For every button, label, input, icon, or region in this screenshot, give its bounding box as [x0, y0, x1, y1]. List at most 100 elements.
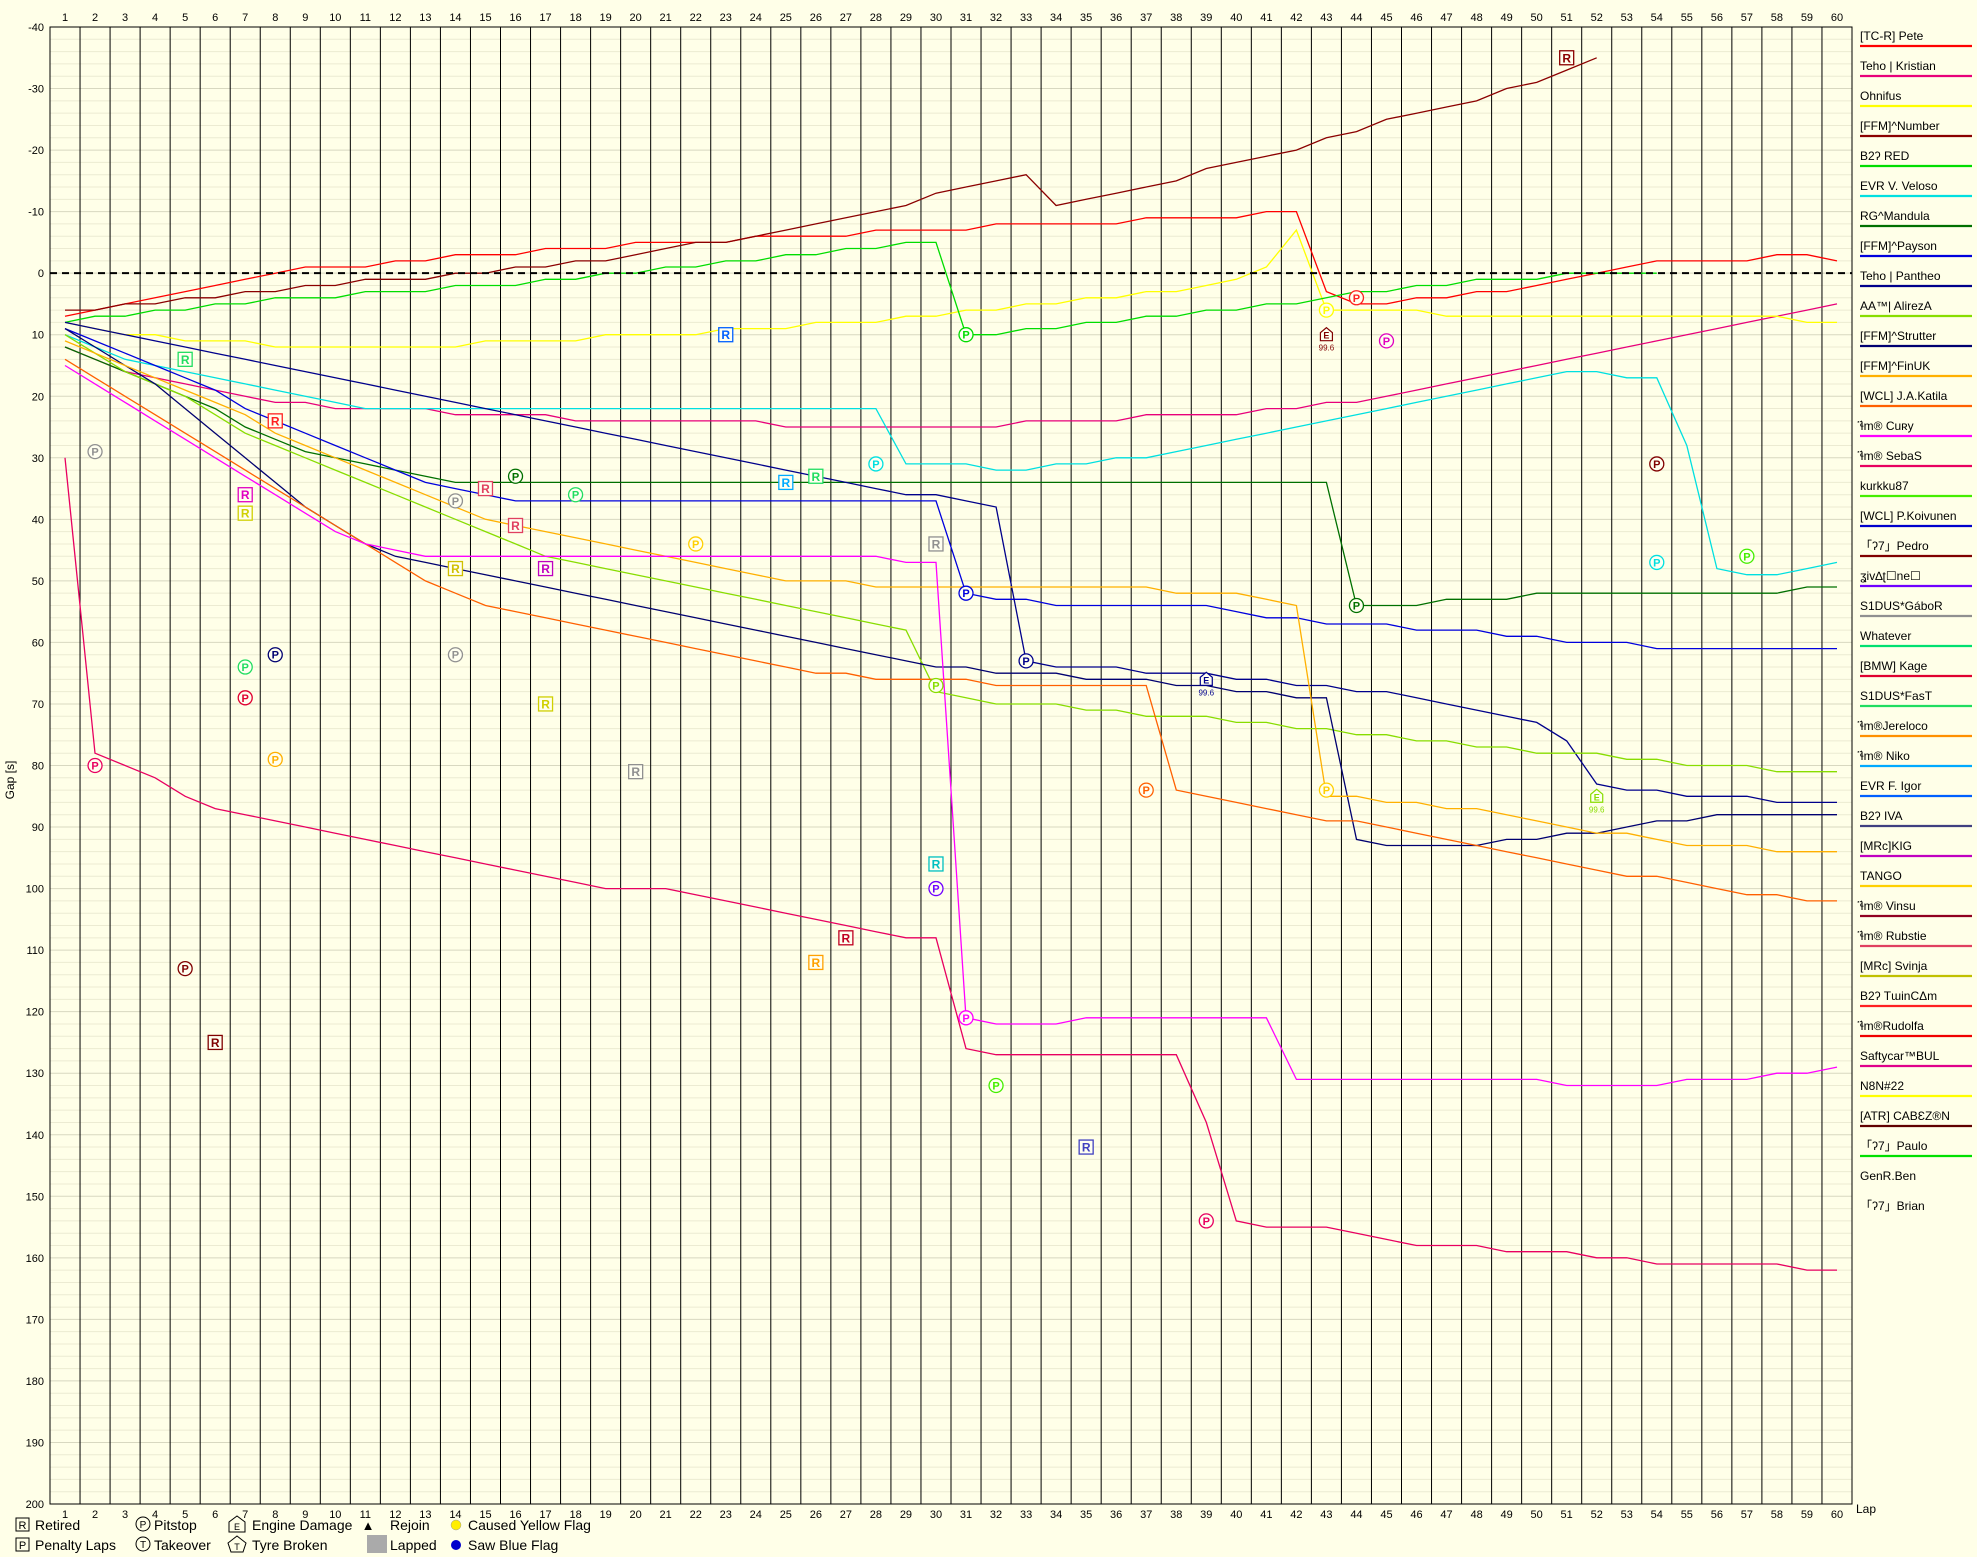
x-tick-label-bottom: 34	[1050, 1509, 1062, 1521]
svg-text:R: R	[631, 765, 640, 779]
x-tick-label-top: 47	[1440, 12, 1452, 24]
legend-label: ʓiv∆ʈ☐ne☐	[1860, 569, 1921, 583]
svg-text:P: P	[1022, 656, 1029, 668]
legend-item: [WCL] J.A.Katila	[1860, 389, 1972, 408]
rejoin-symbol: ▲	[362, 1518, 375, 1533]
x-tick-label-top: 10	[329, 12, 341, 24]
svg-text:R: R	[1082, 1141, 1091, 1155]
legend-label: B2ʔ TɯinCΔm	[1860, 989, 1937, 1003]
legend-item: [FFM]^FinUK	[1860, 359, 1972, 378]
x-tick-label-top: 24	[750, 12, 762, 24]
penalty-label: Penalty Laps	[35, 1537, 116, 1553]
legend-label: Whatever	[1860, 629, 1911, 643]
legend-item: GenR.Ben	[1860, 1169, 1916, 1183]
x-tick-label-bottom: 41	[1260, 1509, 1272, 1521]
y-tick-label: 200	[26, 1499, 44, 1511]
series-line	[64, 340, 1837, 853]
x-tick-label-bottom: 4	[152, 1509, 158, 1521]
x-tick-label-top: 56	[1711, 12, 1723, 24]
x-tick-label-top: 1	[62, 12, 68, 24]
event-marker: R	[628, 764, 644, 780]
x-tick-label-top: 31	[960, 12, 972, 24]
y-tick-label: -10	[28, 207, 44, 219]
legend-item: ɬ፟m® Cuʀy	[1857, 419, 1972, 438]
legend-label: Teho | Pantheo	[1860, 269, 1941, 283]
x-tick-label-top: 42	[1290, 12, 1302, 24]
event-marker: R	[1559, 50, 1575, 66]
x-tick-label-bottom: 5	[182, 1509, 188, 1521]
legend-item: Teho | Pantheo	[1860, 269, 1972, 288]
x-tick-label-bottom: 48	[1470, 1509, 1482, 1521]
event-marker: R	[537, 560, 554, 577]
x-tick-label-top: 5	[182, 12, 188, 24]
y-tick-label: 30	[32, 453, 44, 465]
x-tick-label-bottom: 56	[1711, 1509, 1723, 1521]
event-marker: P	[1018, 653, 1034, 669]
x-tick-label-bottom: 26	[810, 1509, 822, 1521]
series-line	[64, 358, 1837, 902]
x-tick-label-top: 52	[1591, 12, 1603, 24]
rejoin-label: Rejoin	[390, 1517, 430, 1533]
svg-text:P: P	[1323, 785, 1330, 797]
x-tick-label-bottom: 7	[242, 1509, 248, 1521]
legend-item: [BMW] Kage	[1860, 659, 1972, 678]
x-tick-label-bottom: 1	[62, 1509, 68, 1521]
x-tick-label-bottom: 27	[840, 1509, 852, 1521]
series-line	[64, 327, 1837, 650]
x-tick-label-bottom: 10	[329, 1509, 341, 1521]
x-tick-label-top: 8	[272, 12, 278, 24]
x-tick-label-top: 37	[1140, 12, 1152, 24]
y-tick-label: 80	[32, 761, 44, 773]
event-marker: P	[1318, 782, 1335, 798]
svg-text:P: P	[272, 650, 279, 662]
x-tick-label-top: 18	[569, 12, 581, 24]
y-tick-label: -40	[28, 22, 44, 34]
key-penalty-laps: P Penalty Laps	[15, 1537, 116, 1553]
x-tick-label-top: 25	[780, 12, 792, 24]
y-tick-label: 150	[26, 1191, 44, 1203]
key-saw-blue-flag: Saw Blue Flag	[451, 1537, 558, 1553]
legend-item: [TC-R] Pete	[1860, 29, 1972, 48]
event-marker: R	[838, 930, 854, 946]
x-tick-label-top: 51	[1561, 12, 1573, 24]
series-line	[64, 228, 1837, 348]
tyre-broken-label: Tyre Broken	[252, 1537, 327, 1553]
legend-label: EVR F. Igor	[1860, 779, 1921, 793]
svg-text:P: P	[181, 964, 188, 976]
legend-label: 「ʔ7」Paulo	[1860, 1139, 1928, 1153]
tyre-broken-symbol: T	[234, 1542, 240, 1552]
svg-text:P: P	[962, 588, 969, 600]
event-marker: P	[1198, 1213, 1214, 1229]
event-marker: R	[928, 856, 944, 872]
svg-text:P: P	[272, 754, 279, 766]
y-tick-label: 110	[26, 945, 44, 957]
x-tick-label-top: 17	[539, 12, 551, 24]
retired-symbol: R	[19, 1520, 27, 1532]
event-marker: P	[1739, 548, 1755, 564]
x-tick-label-bottom: 18	[569, 1509, 581, 1521]
x-tick-label-bottom: 9	[302, 1509, 308, 1521]
legend-label: ɬ፟m® Rubstie	[1857, 929, 1927, 943]
plot-frame	[49, 26, 1853, 1505]
legend-item: EVR F. Igor	[1860, 779, 1972, 798]
x-tick-label-top: 14	[449, 12, 461, 24]
x-tick-label-top: 6	[212, 12, 218, 24]
svg-text:P: P	[91, 447, 98, 459]
legend-item: 「ʔ7」Paulo	[1860, 1139, 1972, 1158]
x-tick-label-top: 29	[900, 12, 912, 24]
legend-item: B2ʔ IVA	[1860, 809, 1972, 828]
svg-text:P: P	[962, 1013, 969, 1025]
axis-layer: -40-30-20-100102030405060708090100110120…	[26, 12, 1853, 1521]
legend-label: TANGO	[1860, 869, 1902, 883]
x-tick-label-bottom: 31	[960, 1509, 972, 1521]
x-tick-label-bottom: 14	[449, 1509, 461, 1521]
legend-item: Saftycar™BUL	[1860, 1049, 1972, 1068]
event-marker: P	[958, 327, 974, 343]
x-tick-label-bottom: 45	[1380, 1509, 1392, 1521]
x-tick-label-top: 59	[1801, 12, 1813, 24]
x-tick-label-top: 53	[1621, 12, 1633, 24]
x-tick-label-bottom: 44	[1350, 1509, 1362, 1521]
key-takeover: T Takeover	[135, 1536, 211, 1553]
svg-text:R: R	[842, 931, 851, 945]
series-layer	[64, 57, 1838, 1271]
